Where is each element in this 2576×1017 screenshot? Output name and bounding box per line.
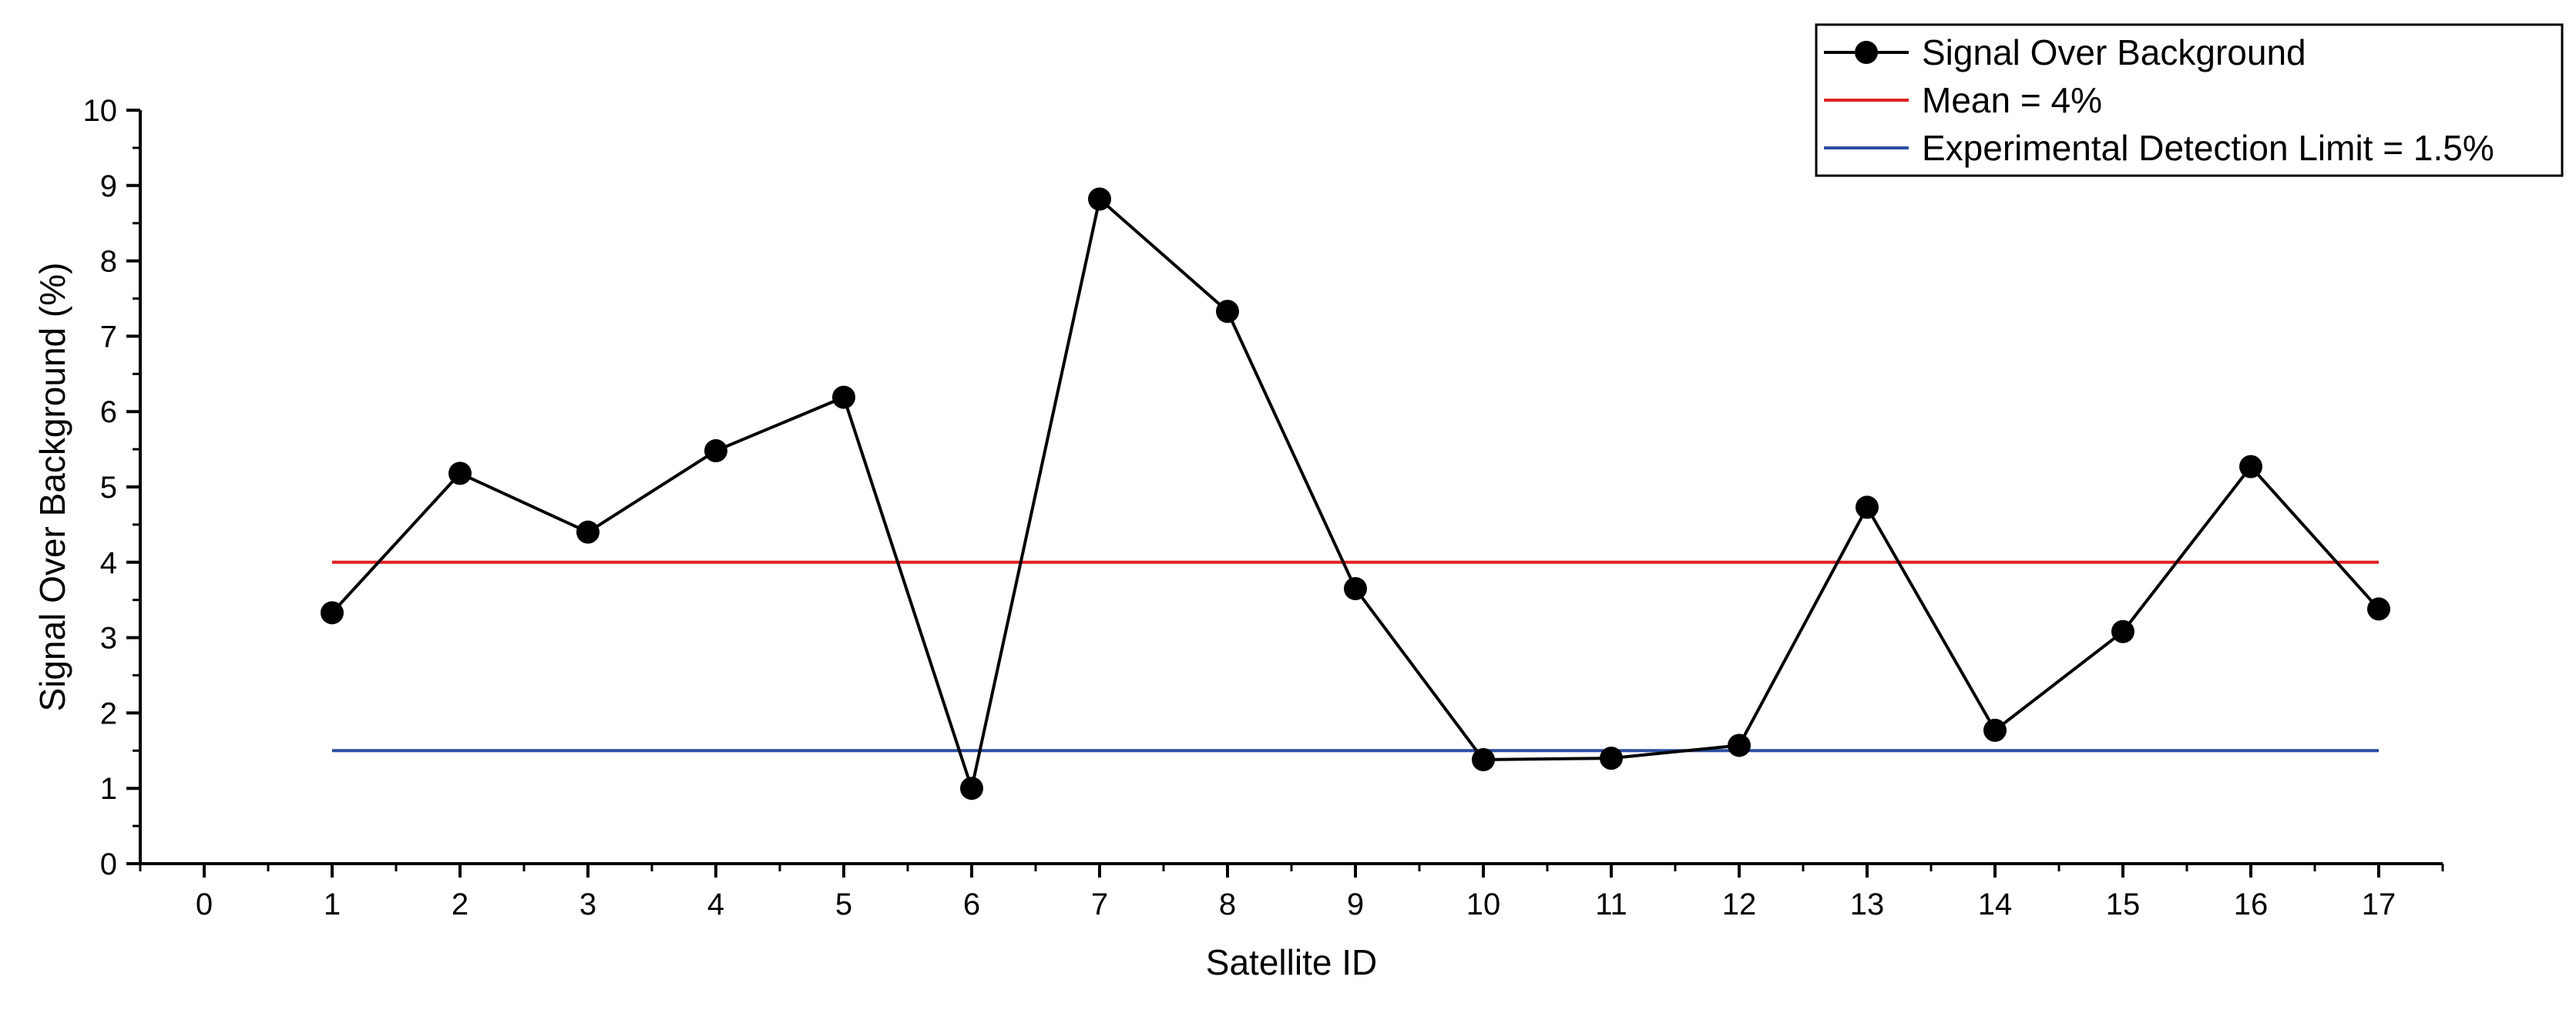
y-tick-label: 0 (100, 848, 117, 881)
legend-label: Experimental Detection Limit = 1.5% (1922, 128, 2494, 168)
x-tick-label: 2 (452, 888, 469, 921)
x-tick-label: 1 (324, 888, 341, 921)
data-point (960, 777, 983, 801)
y-axis-title: Signal Over Background (%) (32, 263, 72, 712)
data-point (1088, 187, 1111, 211)
reference-lines (332, 560, 2379, 753)
x-tick-label: 11 (1595, 888, 1627, 921)
y-tick-label: 6 (100, 395, 117, 429)
data-point (2111, 619, 2134, 643)
data-point (448, 462, 472, 485)
x-tick-label: 12 (1722, 888, 1757, 921)
y-tick-label: 3 (100, 622, 117, 656)
y-tick-label: 9 (100, 170, 117, 203)
y-tick-label: 8 (100, 245, 117, 279)
x-tick-label: 3 (579, 888, 596, 921)
x-tick-label: 0 (196, 888, 213, 921)
x-tick-label: 15 (2106, 888, 2141, 921)
x-tick-label: 8 (1219, 888, 1236, 921)
x-ticks: 0 1 2 3 4 5 6 7 8 9 10 11 12 13 14 15 16 17 (139, 864, 2444, 921)
data-point (1600, 747, 1623, 770)
x-tick-label: 7 (1091, 888, 1108, 921)
series-layer (321, 187, 2390, 801)
data-point (1472, 748, 1495, 772)
x-tick-label: 17 (2362, 888, 2396, 921)
y-tick-label: 7 (100, 320, 117, 354)
y-tick-label: 5 (100, 471, 117, 505)
legend-entry-mean: Mean = 4% (1824, 80, 2102, 120)
data-point (1856, 495, 1879, 519)
x-tick-label: 4 (707, 888, 724, 921)
x-tick-label: 16 (2234, 888, 2269, 921)
data-point (2367, 597, 2390, 621)
x-tick-label: 9 (1347, 888, 1364, 921)
data-point (1216, 300, 1239, 324)
legend-label: Mean = 4% (1922, 80, 2102, 120)
legend-box (1815, 23, 2564, 177)
legend-marker-swatch (1855, 41, 1878, 64)
data-point (704, 439, 727, 463)
data-point (832, 385, 855, 409)
x-axis-title: Satellite ID (1206, 942, 1377, 982)
y-tick-label: 1 (100, 772, 117, 806)
data-point (1983, 718, 2007, 742)
y-tick-label: 10 (83, 94, 118, 128)
signal-series-line (331, 196, 2380, 794)
legend: Signal Over Background Mean = 4% Experimen… (1815, 23, 2564, 177)
x-tick-label: 13 (1850, 888, 1885, 921)
data-point (321, 601, 344, 625)
x-tick-label: 5 (835, 888, 852, 921)
data-point (1728, 733, 1751, 757)
x-tick-label: 14 (1978, 888, 2013, 921)
data-point (1344, 577, 1367, 601)
legend-label: Signal Over Background (1922, 32, 2306, 72)
legend-entry-detection-limit: Experimental Detection Limit = 1.5% (1824, 128, 2494, 168)
y-tick-label: 4 (100, 546, 117, 580)
y-ticks: 0 1 2 3 4 5 6 7 8 9 10 (83, 94, 140, 881)
data-point (2239, 455, 2262, 478)
data-point (576, 520, 599, 544)
x-tick-label: 6 (963, 888, 980, 921)
x-tick-label: 10 (1466, 888, 1501, 921)
legend-entry-signal: Signal Over Background (1824, 32, 2306, 72)
y-tick-label: 2 (100, 696, 117, 730)
